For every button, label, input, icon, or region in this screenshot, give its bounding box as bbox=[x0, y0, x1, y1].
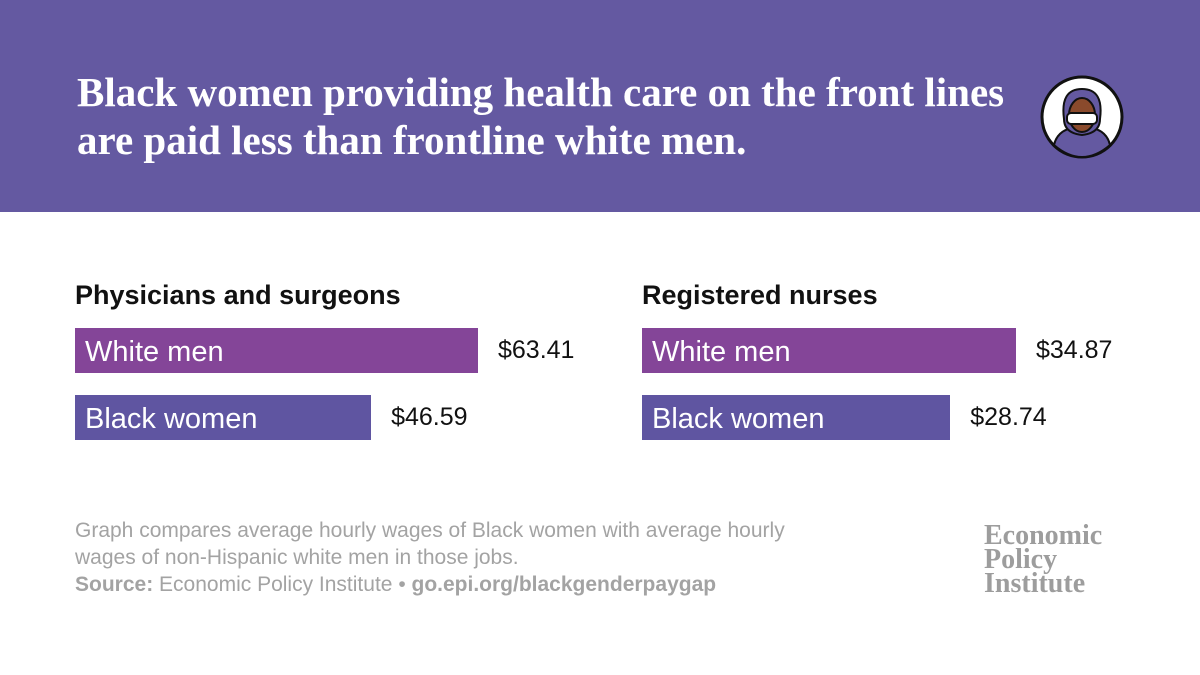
source: Economic Policy Institute bbox=[159, 573, 393, 596]
logo-line: Economic bbox=[984, 520, 1103, 551]
separator: • bbox=[398, 573, 406, 596]
bar: White men bbox=[642, 328, 1016, 373]
value-label: $46.59 bbox=[391, 403, 468, 431]
chart-title: Registered nurses bbox=[642, 280, 878, 310]
value-label: $34.87 bbox=[1036, 336, 1113, 364]
logo-line: Policy bbox=[984, 544, 1058, 575]
bar: Black women bbox=[75, 395, 372, 440]
title: Black women providing health care on the… bbox=[77, 69, 1005, 163]
icon bbox=[1040, 75, 1124, 159]
chart: Physicians and surgeons White men $63.41 Bl… bbox=[75, 280, 595, 450]
bar: White men bbox=[75, 328, 478, 373]
bar-label: Black women bbox=[652, 403, 825, 435]
value-label: $63.41 bbox=[498, 336, 575, 364]
note: Graph compares average hourly wages of B… bbox=[75, 519, 785, 569]
chart: Registered nurses White men $34.87 Black wo… bbox=[642, 280, 1162, 450]
logo-line: Institute bbox=[984, 568, 1086, 599]
footer: Graph compares average hourly wages of B… bbox=[75, 517, 835, 598]
source-label: Source: bbox=[75, 573, 154, 596]
link: go.epi.org/blackgenderpaygap bbox=[411, 573, 717, 596]
bar-label: White men bbox=[85, 336, 224, 368]
bar: Black women bbox=[642, 395, 951, 440]
logo: Economic Policy Institute bbox=[984, 520, 1103, 599]
bar-label: White men bbox=[652, 336, 791, 368]
bar-label: Black women bbox=[85, 403, 258, 435]
chart-title: Physicians and surgeons bbox=[75, 280, 401, 310]
header: Black women providing health care on the… bbox=[0, 0, 1200, 212]
value-label: $28.74 bbox=[970, 403, 1047, 431]
